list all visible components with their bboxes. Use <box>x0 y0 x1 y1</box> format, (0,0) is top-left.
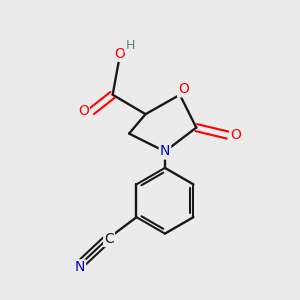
Text: O: O <box>178 82 189 96</box>
Text: O: O <box>115 47 126 61</box>
Text: H: H <box>125 39 135 52</box>
Text: N: N <box>160 145 170 158</box>
Text: N: N <box>75 260 85 274</box>
Text: C: C <box>104 232 114 246</box>
Text: O: O <box>231 128 242 142</box>
Text: O: O <box>78 104 89 118</box>
